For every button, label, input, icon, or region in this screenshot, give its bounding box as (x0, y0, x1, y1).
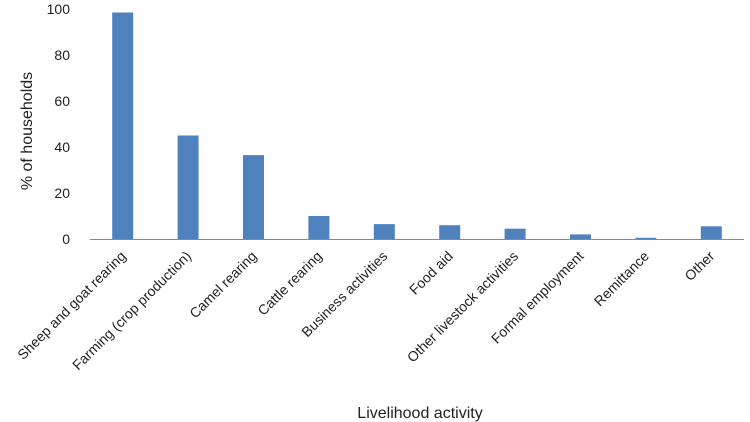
y-axis-ticks: 0 20 40 60 80 100 (47, 1, 71, 247)
x-tick-label: Cattle rearing (254, 248, 325, 319)
x-tick-label: Sheep and goat rearing (14, 248, 129, 363)
bar (373, 224, 395, 239)
bar (635, 237, 657, 239)
y-tick-label: 0 (62, 231, 70, 247)
y-tick-label: 40 (54, 139, 70, 155)
x-tick-label: Remittance (591, 248, 653, 310)
bars (112, 12, 722, 239)
bar (700, 226, 722, 239)
bar (243, 155, 264, 239)
bar (308, 216, 330, 239)
y-axis-title: % of households (19, 72, 36, 190)
y-tick-label: 60 (54, 93, 70, 109)
bar (439, 225, 461, 239)
x-axis-title: Livelihood activity (357, 405, 482, 422)
y-tick-label: 80 (54, 47, 70, 63)
y-tick-label: 100 (47, 1, 71, 17)
x-tick-label: Other livestock activities (404, 248, 522, 366)
y-tick-label: 20 (54, 185, 70, 201)
x-tick-label: Other (681, 248, 717, 284)
bar (504, 228, 526, 239)
bar (570, 234, 591, 239)
bar (177, 135, 199, 239)
x-tick-label: Camel rearing (186, 248, 259, 321)
bar (112, 12, 134, 239)
x-tick-label: Food aid (406, 248, 456, 298)
x-tick-label: Farming (crop production) (69, 248, 194, 373)
